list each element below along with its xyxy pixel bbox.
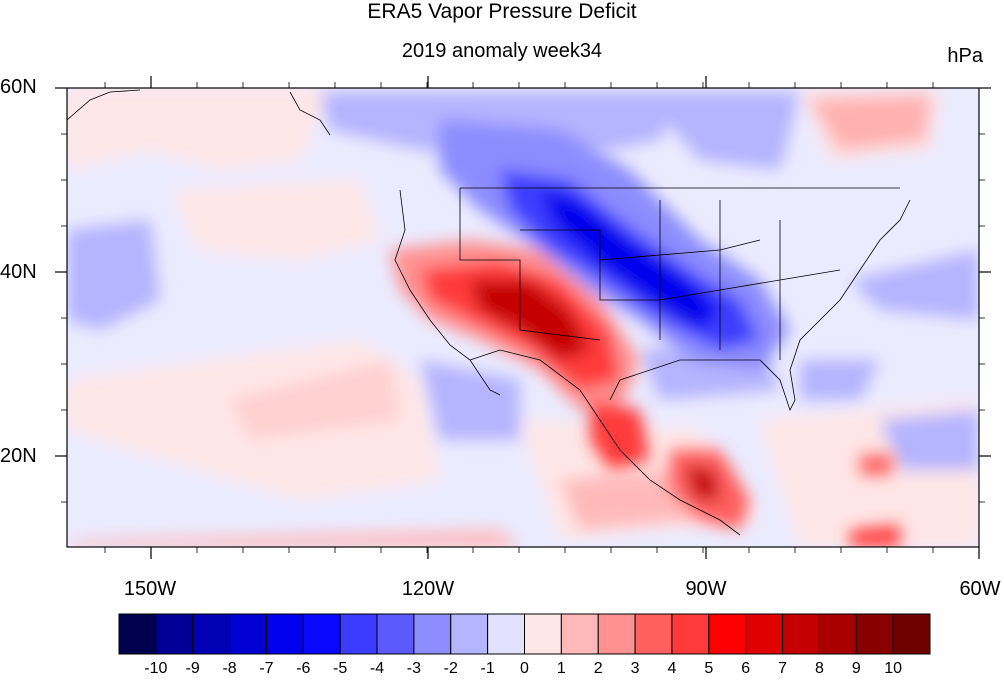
colorbar-box <box>560 613 599 655</box>
colorbar-label: 4 <box>667 660 677 677</box>
colorbar-box <box>782 613 820 655</box>
colorbar-label: -4 <box>369 660 385 677</box>
colorbar-box <box>487 613 525 655</box>
y-tick-20n: 20N <box>0 445 37 467</box>
colorbar-label: 8 <box>814 660 824 677</box>
colorbar-label: 10 <box>884 660 903 677</box>
colorbar-label: 7 <box>778 660 787 677</box>
colorbar-box <box>634 613 673 655</box>
colorbar-box <box>745 613 784 655</box>
units-label: hPa <box>947 45 983 67</box>
colorbar-box <box>892 613 931 655</box>
colorbar-box <box>118 613 157 655</box>
colorbar-box <box>339 613 378 655</box>
colorbar-box <box>524 613 562 655</box>
anomaly-blobs-broad <box>67 88 979 547</box>
colorbar-label: 5 <box>704 660 714 677</box>
colorbar-box <box>855 613 894 655</box>
colorbar-label: -9 <box>185 660 200 677</box>
colorbar-label: -1 <box>480 660 495 677</box>
coastlines <box>67 89 911 536</box>
colorbar-label: 0 <box>520 660 529 677</box>
x-tick-60w: 60W <box>959 578 1001 600</box>
colorbar-box <box>155 613 194 655</box>
colorbar-label: 9 <box>851 660 861 677</box>
colorbar-label: -7 <box>259 660 274 677</box>
colorbar-label: -5 <box>333 660 348 677</box>
colorbar-label: -3 <box>406 660 422 677</box>
colorbar-box <box>671 613 710 655</box>
colorbar-label: -10 <box>144 660 168 677</box>
colorbar-box <box>376 613 415 655</box>
colorbar-box <box>229 613 267 655</box>
colorbar-label: -8 <box>222 660 237 677</box>
y-tick-60n: 60N <box>0 76 37 98</box>
colorbar-label: 6 <box>741 660 751 677</box>
colorbar-box <box>413 613 452 655</box>
minor-ticks <box>61 82 985 553</box>
colorbar-label: -6 <box>296 660 311 677</box>
colorbar-label: -2 <box>443 660 458 677</box>
y-tick-40n: 40N <box>0 261 37 283</box>
plot-frame <box>66 87 980 548</box>
colorbar-label: 2 <box>593 660 603 677</box>
x-tick-90w: 90W <box>685 578 727 600</box>
x-tick-120w: 120W <box>401 578 455 600</box>
colorbar-box <box>450 613 489 655</box>
colorbar <box>118 613 931 655</box>
x-tick-150w: 150W <box>123 578 177 600</box>
colorbar-box <box>265 613 304 655</box>
map-title: ERA5 Vapor Pressure Deficit <box>367 0 637 23</box>
colorbar-box <box>708 613 747 655</box>
colorbar-box <box>597 613 636 655</box>
map-subtitle: 2019 anomaly week34 <box>401 40 603 62</box>
colorbar-label: 1 <box>556 660 566 677</box>
colorbar-label: 3 <box>630 660 640 677</box>
colorbar-box <box>302 613 341 655</box>
colorbar-box <box>818 613 857 655</box>
colorbar-box <box>192 613 231 655</box>
anomaly-field <box>67 88 979 547</box>
